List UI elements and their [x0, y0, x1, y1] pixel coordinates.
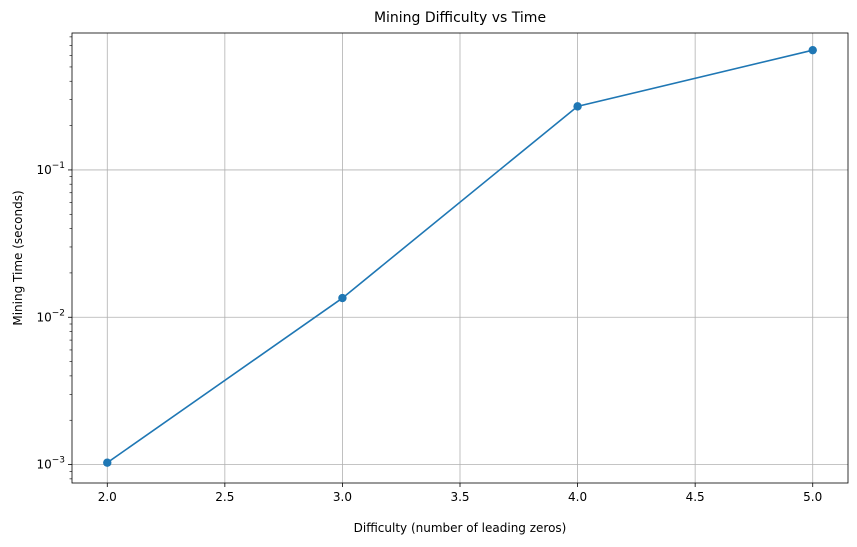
plot-frame [71, 32, 849, 484]
x-tick-label: 4.5 [686, 490, 705, 504]
x-tick-label: 3.0 [333, 490, 352, 504]
x-tick-label: 2.5 [215, 490, 234, 504]
y-tick-label: 10−1 [36, 161, 65, 177]
y-axis: 10−3 10−2 10−1 [36, 161, 72, 472]
grid [72, 33, 848, 483]
data-point [338, 293, 347, 303]
data-point [573, 102, 582, 111]
data-point [808, 45, 817, 55]
series [103, 45, 817, 467]
y-tick-label: 10−2 [36, 308, 65, 324]
x-axis: 2.0 2.5 3.0 3.5 4.0 4.5 5.0 [98, 483, 822, 504]
minor-ticks [69, 36, 72, 480]
x-axis-label: Difficulty (number of leading zeros) [354, 521, 567, 535]
x-tick-label: 5.0 [803, 490, 822, 504]
x-tick-label: 2.0 [98, 490, 117, 504]
y-tick-label: 10−3 [36, 456, 65, 472]
chart-title: Mining Difficulty vs Time [374, 10, 546, 26]
y-axis-label: Mining Time (seconds) [11, 190, 25, 325]
series-line [106, 49, 813, 464]
data-point [103, 458, 112, 467]
x-tick-label: 4.0 [568, 490, 587, 504]
x-tick-label: 3.5 [450, 490, 469, 504]
